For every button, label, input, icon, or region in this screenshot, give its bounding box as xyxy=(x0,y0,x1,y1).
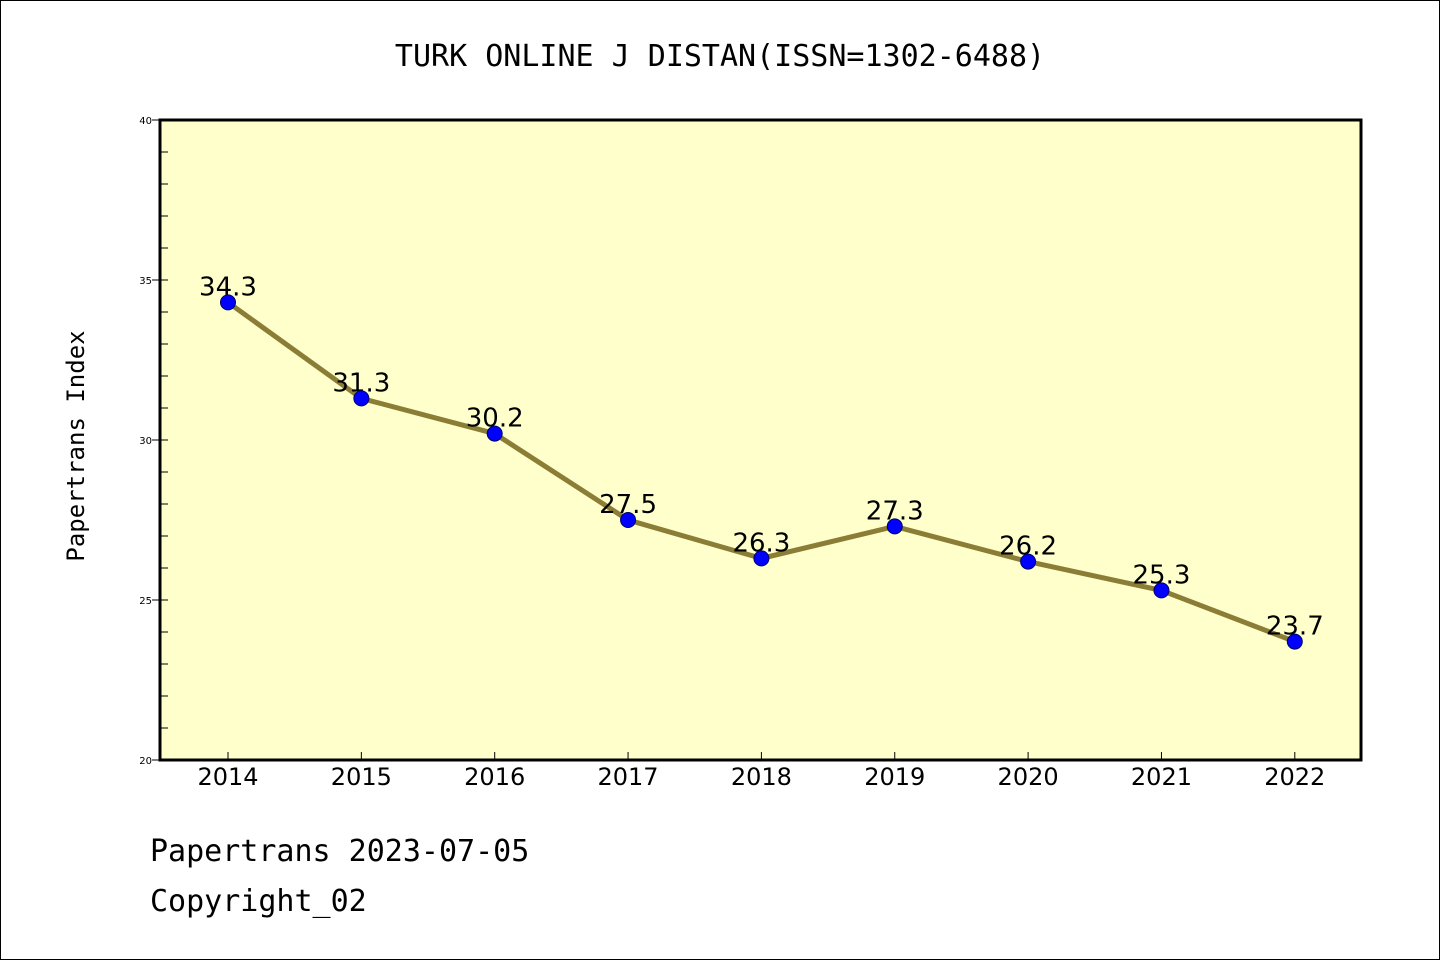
x-tick-label: 2019 xyxy=(864,763,925,791)
footer-copyright: Copyright_02 xyxy=(150,884,367,919)
data-point xyxy=(886,518,903,535)
x-tick-label: 2017 xyxy=(598,763,659,791)
y-tick-label: 25 xyxy=(139,596,152,607)
chart-title: TURK ONLINE J DISTAN(ISSN=1302-6488) xyxy=(395,39,1045,74)
x-tick-label: 2022 xyxy=(1264,763,1325,791)
data-point xyxy=(753,550,770,567)
data-point xyxy=(220,294,236,311)
x-tick-label: 2016 xyxy=(464,763,525,791)
x-tick-label: 2020 xyxy=(998,763,1059,791)
y-axis-label: Papertrans Index xyxy=(62,330,90,561)
y-tick-label: 35 xyxy=(139,276,152,287)
data-point xyxy=(1286,633,1303,650)
data-point xyxy=(486,425,503,442)
data-point xyxy=(353,390,370,407)
x-tick-label: 2015 xyxy=(331,763,392,791)
data-point xyxy=(1020,553,1037,570)
y-tick-label: 20 xyxy=(139,756,152,767)
data-point xyxy=(1153,582,1170,599)
x-tick-label: 2018 xyxy=(731,763,792,791)
footer-date: Papertrans 2023-07-05 xyxy=(150,834,530,869)
y-tick-label: 40 xyxy=(139,116,152,127)
x-tick-label: 2014 xyxy=(197,763,258,791)
y-tick-label: 30 xyxy=(139,436,152,447)
x-tick-label: 2021 xyxy=(1131,763,1192,791)
data-point xyxy=(620,512,637,528)
plot-area: 20 25 30 35 40 2014 2015 2016 2017 2018 2019 2020 20… xyxy=(139,116,1363,791)
plot-background xyxy=(158,118,1363,762)
